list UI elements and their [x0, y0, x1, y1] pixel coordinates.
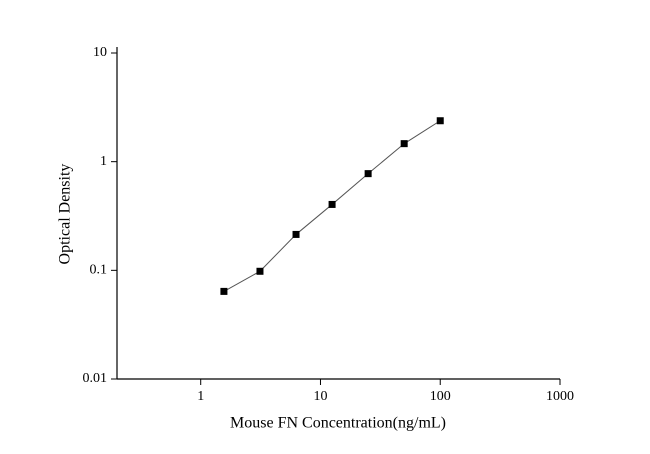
y-tick-label: 0.1 — [90, 263, 108, 278]
y-tick-label: 1 — [100, 154, 107, 169]
x-tick-label: 10 — [313, 389, 327, 404]
data-point — [256, 267, 264, 275]
y-tick-label: 0.01 — [83, 371, 108, 386]
x-tick-label: 1000 — [546, 389, 574, 404]
data-point — [328, 200, 336, 208]
data-point — [400, 140, 408, 148]
data-point — [364, 170, 372, 178]
data-point — [220, 287, 228, 295]
y-axis-title: Optical Density — [57, 164, 74, 265]
x-tick-label: 1 — [197, 389, 204, 404]
data-point — [292, 230, 300, 238]
x-tick-label: 100 — [430, 389, 451, 404]
data-point — [436, 117, 444, 125]
y-tick-label: 10 — [93, 45, 107, 60]
x-axis-title: Mouse FN Concentration(ng/mL) — [230, 415, 446, 432]
